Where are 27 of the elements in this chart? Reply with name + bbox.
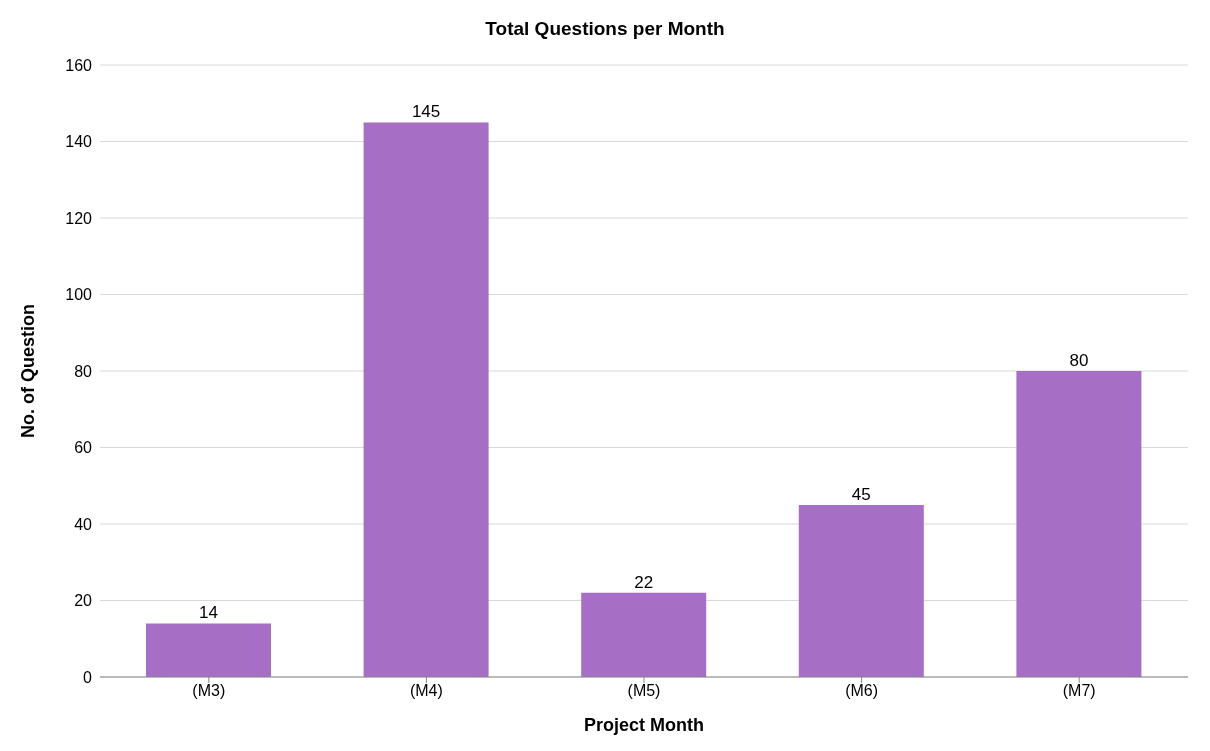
x-tick-label: (M6): [845, 682, 879, 700]
x-tick-label: (M7): [1062, 682, 1096, 700]
x-tick-label: (M3): [192, 682, 226, 700]
y-tick-label: 160: [65, 56, 93, 74]
y-tick-label: 20: [74, 592, 93, 610]
data-label: 45: [851, 484, 871, 504]
y-tick-label: 120: [65, 209, 93, 227]
bar: [581, 592, 707, 677]
chart-title: Total Questions per Month: [484, 18, 726, 40]
y-tick-label: 0: [83, 668, 93, 686]
x-tick-label: (M5): [627, 682, 661, 700]
bar: [363, 122, 489, 677]
y-tick-label: 140: [65, 133, 93, 151]
bar: [798, 504, 924, 677]
bar: [146, 623, 271, 677]
data-label: 22: [634, 572, 654, 592]
y-tick-label: 80: [74, 362, 93, 380]
data-label: 80: [1069, 351, 1089, 370]
y-tick-label: 60: [74, 439, 93, 457]
data-label: 14: [199, 603, 218, 623]
bar: [1016, 371, 1142, 677]
x-axis-title: Project Month: [584, 715, 704, 735]
x-tick-label: (M4): [409, 682, 443, 700]
y-tick-label: 40: [74, 515, 93, 533]
y-tick-label: 100: [65, 286, 93, 304]
data-label: 145: [411, 102, 441, 122]
y-axis-title: No. of Question: [18, 304, 39, 438]
